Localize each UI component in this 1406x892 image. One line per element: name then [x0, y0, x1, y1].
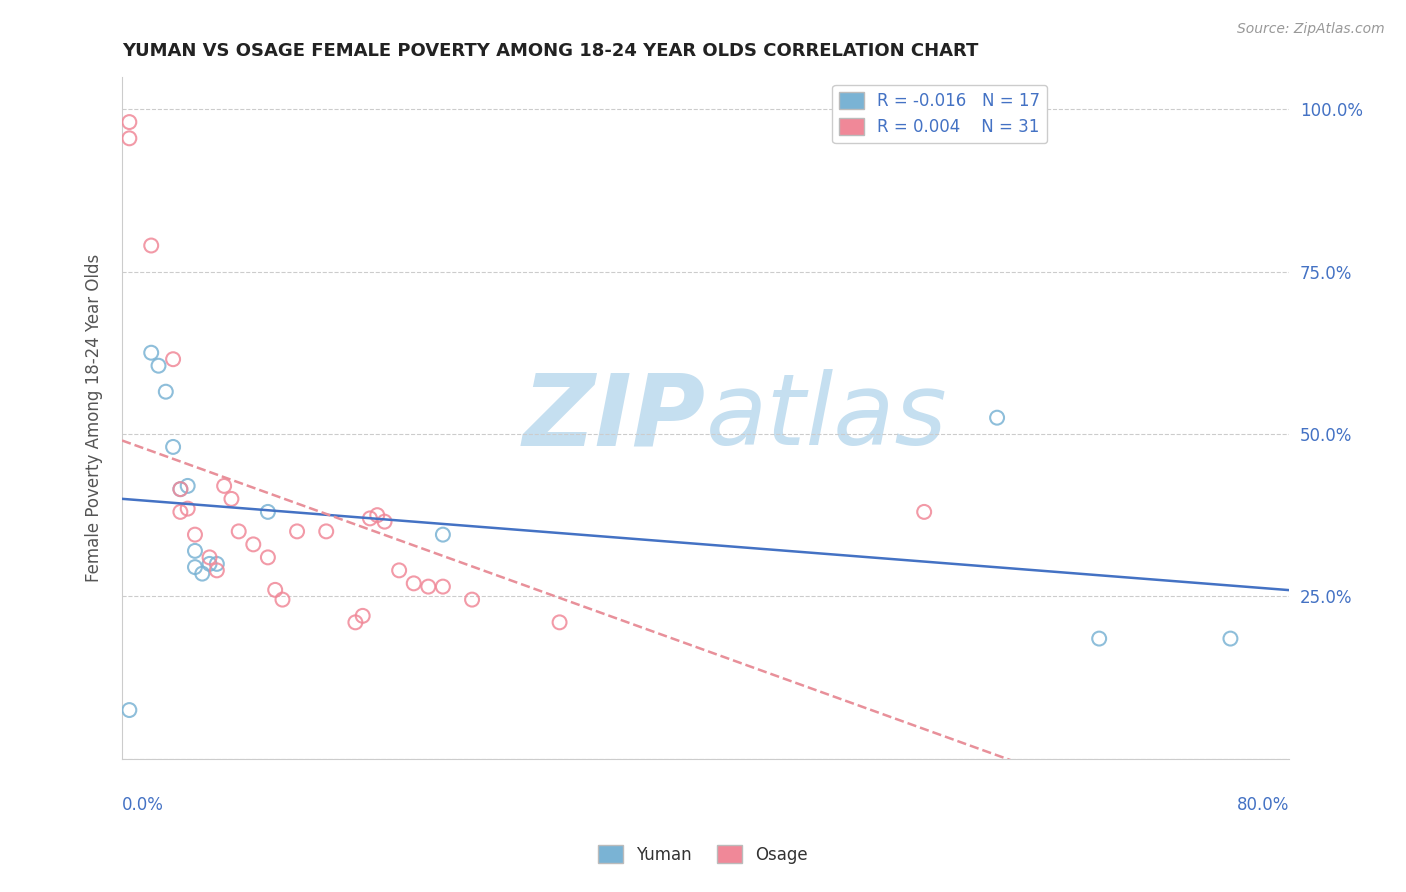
Point — [169, 482, 191, 496]
Point — [242, 537, 264, 551]
Legend: R = -0.016   N = 17, R = 0.004    N = 31: R = -0.016 N = 17, R = 0.004 N = 31 — [832, 85, 1047, 143]
Point — [155, 384, 177, 399]
Point — [374, 515, 396, 529]
Y-axis label: Female Poverty Among 18-24 Year Olds: Female Poverty Among 18-24 Year Olds — [86, 253, 103, 582]
Point — [205, 563, 228, 577]
Point — [1088, 632, 1111, 646]
Point — [184, 527, 207, 541]
Text: 0.0%: 0.0% — [122, 797, 165, 814]
Point — [141, 238, 163, 252]
Point — [271, 592, 294, 607]
Text: atlas: atlas — [706, 369, 948, 467]
Point — [1219, 632, 1241, 646]
Point — [264, 582, 287, 597]
Point — [228, 524, 250, 539]
Point — [359, 511, 381, 525]
Point — [176, 479, 198, 493]
Text: YUMAN VS OSAGE FEMALE POVERTY AMONG 18-24 YEAR OLDS CORRELATION CHART: YUMAN VS OSAGE FEMALE POVERTY AMONG 18-2… — [122, 42, 979, 60]
Point — [432, 580, 454, 594]
Point — [118, 115, 141, 129]
Point — [148, 359, 170, 373]
Point — [912, 505, 935, 519]
Point — [184, 560, 207, 574]
Point — [162, 440, 184, 454]
Point — [176, 501, 198, 516]
Point — [388, 563, 411, 577]
Point — [118, 131, 141, 145]
Point — [315, 524, 337, 539]
Point — [198, 557, 221, 571]
Point — [162, 352, 184, 367]
Point — [198, 550, 221, 565]
Point — [352, 608, 374, 623]
Point — [257, 550, 280, 565]
Text: 80.0%: 80.0% — [1236, 797, 1289, 814]
Point — [184, 544, 207, 558]
Point — [205, 557, 228, 571]
Point — [169, 482, 191, 496]
Text: ZIP: ZIP — [523, 369, 706, 467]
Point — [461, 592, 484, 607]
Point — [212, 479, 235, 493]
Point — [285, 524, 308, 539]
Point — [344, 615, 367, 630]
Point — [141, 345, 163, 359]
Point — [402, 576, 425, 591]
Point — [221, 491, 243, 506]
Point — [257, 505, 280, 519]
Point — [118, 703, 141, 717]
Point — [169, 505, 191, 519]
Point — [418, 580, 440, 594]
Point — [548, 615, 571, 630]
Legend: Yuman, Osage: Yuman, Osage — [592, 838, 814, 871]
Point — [366, 508, 388, 523]
Text: Source: ZipAtlas.com: Source: ZipAtlas.com — [1237, 22, 1385, 37]
Point — [986, 410, 1008, 425]
Point — [432, 527, 454, 541]
Point — [191, 566, 214, 581]
